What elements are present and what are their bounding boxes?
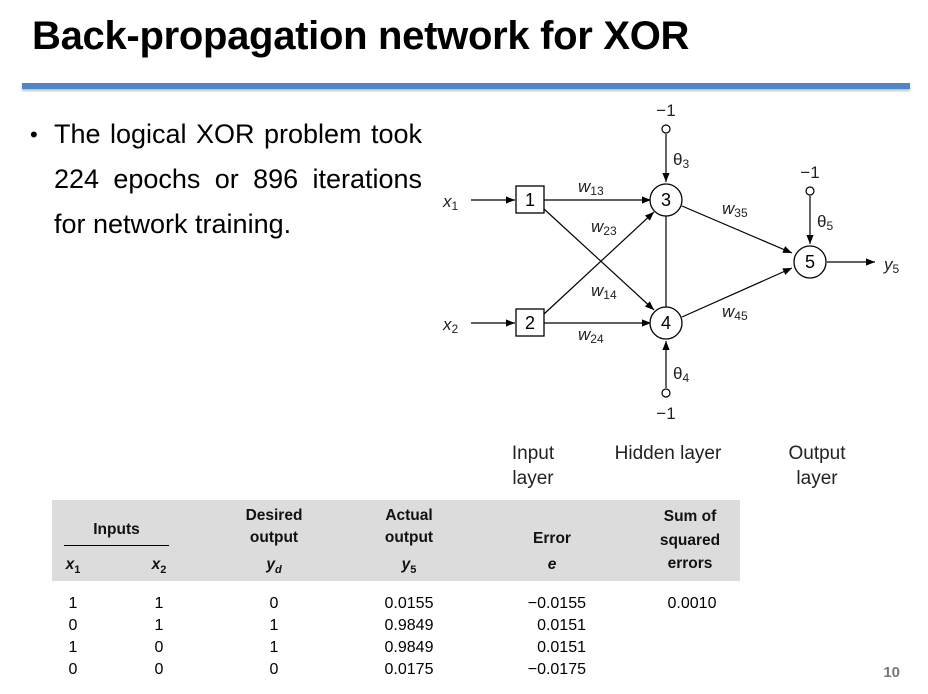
network-diagram: 1 2 3 4 5 x1 x2 w13 w23 w14 w24 w35 w45 … [442, 101, 900, 423]
cell-x2: 0 [154, 639, 164, 656]
node-5-label: 5 [805, 252, 815, 272]
inputs-underline [64, 545, 169, 546]
cell-error: 0.0151 [537, 639, 586, 656]
bias-input-5 [805, 186, 815, 196]
node-1 [515, 185, 545, 214]
node-4 [649, 306, 683, 340]
bullet-item: • The logical XOR problem took 224 epoch… [30, 112, 422, 247]
cell-x1: 1 [68, 595, 78, 612]
weight-label-w45: w45 [722, 302, 748, 323]
cell-y5: 0.0175 [384, 661, 434, 678]
cell-x2: 1 [154, 595, 164, 612]
table-row: 0 1 1 0.9849 0.0151 [52, 615, 740, 637]
connection-4-5 [681, 267, 793, 318]
node-3-label: 3 [661, 190, 671, 210]
hidden-layer-label: Hidden layer [614, 443, 722, 464]
weight-label-w24: w24 [578, 325, 604, 346]
table-row: 1 0 1 0.9849 0.0151 [52, 637, 740, 659]
bias-input-4 [661, 388, 671, 398]
cell-y5: 0.9849 [384, 639, 434, 656]
bias-value-3: −1 [656, 101, 675, 120]
cell-yd: 0 [269, 595, 279, 612]
cell-x1: 0 [68, 661, 78, 678]
node-4-label: 4 [661, 313, 671, 333]
bias-input-3 [661, 124, 671, 134]
weight-label-w23: w23 [591, 217, 617, 238]
header-inputs: Inputs [93, 521, 140, 538]
cell-yd: 1 [269, 617, 279, 634]
input-label-x1: x1 [442, 192, 459, 213]
cell-error: −0.0155 [527, 595, 586, 612]
node-3 [649, 183, 683, 217]
cell-error: −0.0175 [527, 661, 586, 678]
input-label-x2: x2 [442, 315, 459, 336]
cell-sse: 0.0010 [667, 595, 717, 612]
node-1-label: 1 [525, 190, 535, 210]
bias-value-4: −1 [656, 404, 675, 423]
threshold-label-3: θ3 [673, 150, 689, 171]
cell-y5: 0.9849 [384, 617, 434, 634]
threshold-label-4: θ4 [673, 364, 689, 385]
weight-label-w14: w14 [591, 281, 617, 302]
cell-x2: 1 [154, 617, 164, 634]
table-body: 1 1 0 0.0155 −0.0155 0.0010 0 1 1 0.9849… [52, 593, 740, 681]
cell-y5: 0.0155 [384, 595, 434, 612]
cell-error: 0.0151 [537, 617, 586, 634]
connection-2-3 [543, 211, 655, 315]
output-label-y5: y5 [883, 255, 900, 276]
header-error: Error [533, 530, 571, 547]
node-2-label: 2 [525, 313, 535, 333]
table-header: Inputs Desired output Actual output Erro… [52, 500, 740, 581]
node-5 [793, 245, 827, 279]
node-2 [515, 308, 545, 337]
slide-title: Back-propagation network for XOR [32, 14, 690, 58]
header-sse: Sum of squared errors [659, 508, 721, 572]
results-table: Inputs Desired output Actual output Erro… [52, 500, 740, 681]
table-row: 1 1 0 0.0155 −0.0155 0.0010 [52, 593, 740, 615]
header-yd: yd [266, 556, 282, 577]
bias-value-5: −1 [800, 163, 819, 182]
cell-yd: 1 [269, 639, 279, 656]
header-x1: x1 [65, 556, 81, 577]
bullet-icon: • [30, 122, 38, 147]
input-layer-label: Input layer [511, 443, 555, 489]
cell-x1: 1 [68, 639, 78, 656]
header-e: e [547, 556, 557, 573]
weight-label-w13: w13 [578, 177, 604, 198]
weight-label-w35: w35 [722, 199, 748, 220]
cell-x1: 0 [68, 617, 78, 634]
connection-1-4 [543, 208, 655, 311]
header-y5: y5 [401, 556, 417, 577]
header-x2: x2 [151, 556, 167, 577]
header-actual: Actual output [384, 507, 434, 546]
threshold-label-5: θ5 [817, 212, 833, 233]
connection-3-5 [681, 205, 793, 254]
table-row: 0 0 0 0.0175 −0.0175 [52, 659, 740, 681]
output-layer-label: Output layer [788, 443, 846, 489]
bullet-text: The logical XOR problem took 224 epochs … [54, 119, 422, 239]
cell-x2: 0 [154, 661, 164, 678]
cell-yd: 0 [269, 661, 279, 678]
title-divider [22, 83, 910, 89]
header-desired: Desired output [245, 507, 303, 546]
page-number: 10 [883, 664, 900, 681]
